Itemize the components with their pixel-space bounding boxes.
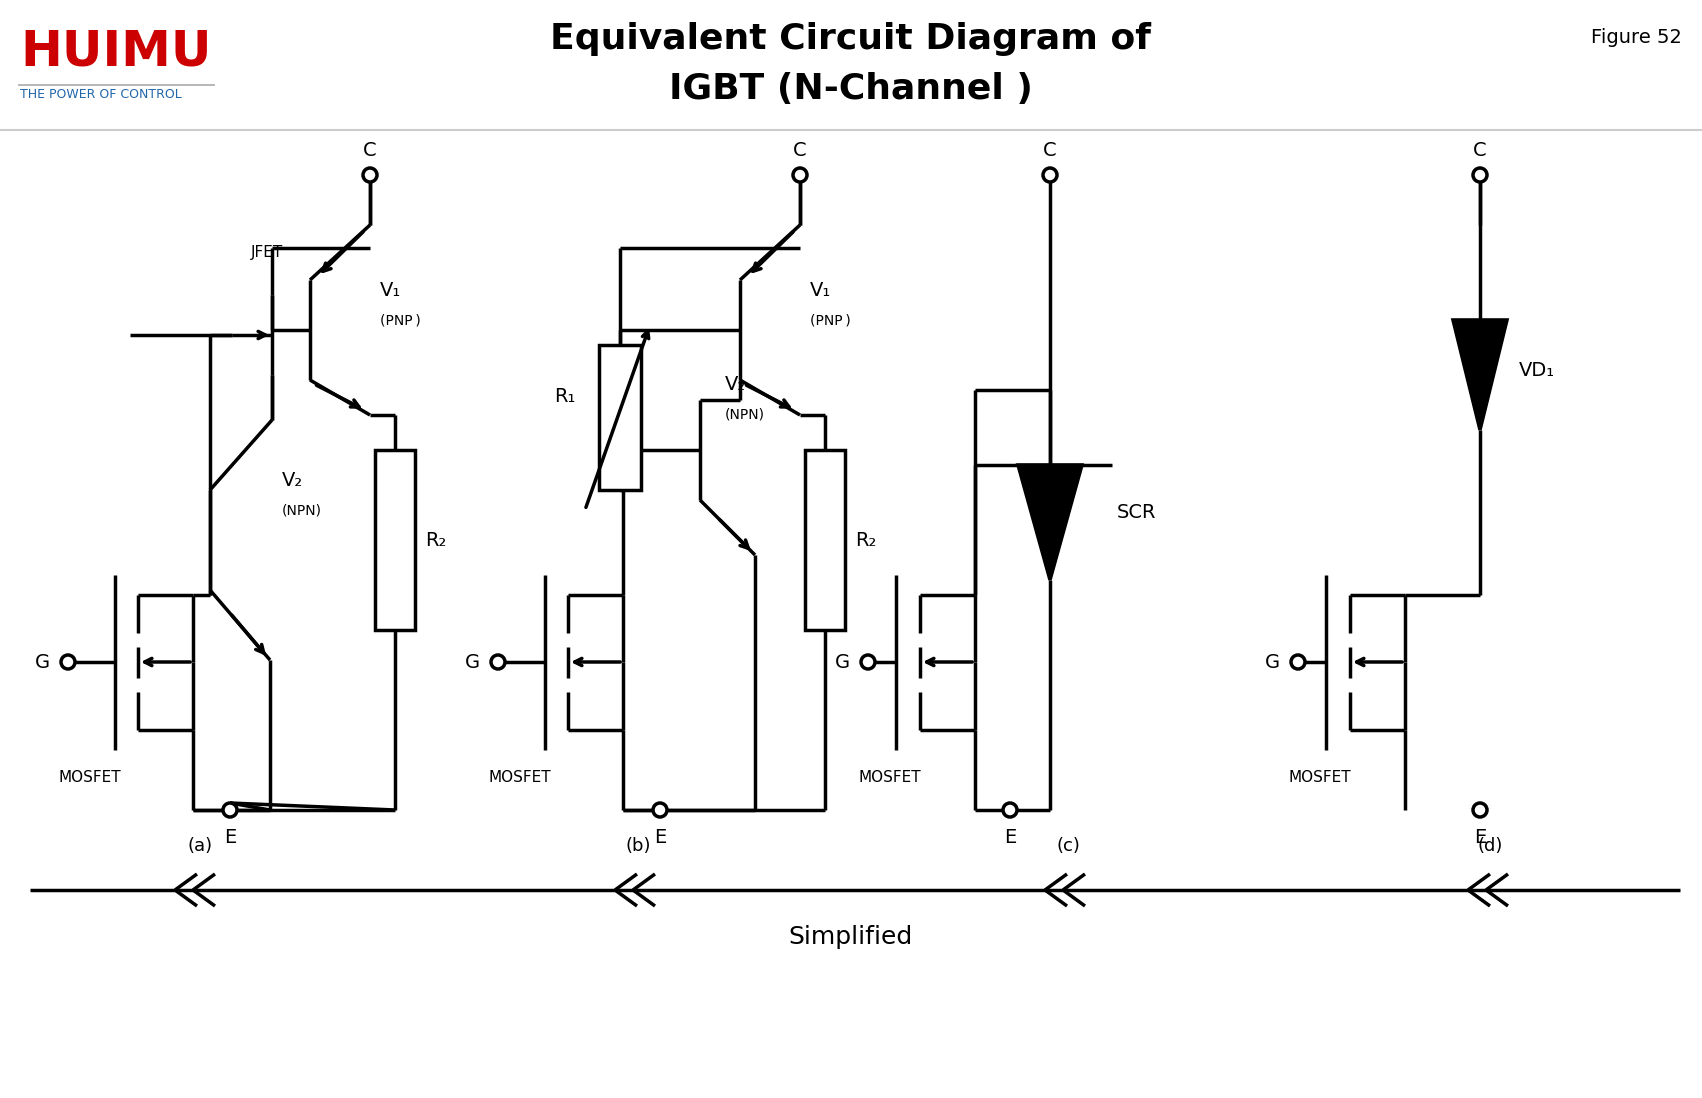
- Circle shape: [223, 803, 237, 817]
- Text: R₂: R₂: [426, 530, 446, 549]
- Circle shape: [363, 168, 378, 182]
- Circle shape: [490, 656, 505, 669]
- Text: JFET: JFET: [250, 245, 283, 260]
- Text: (b): (b): [625, 837, 650, 855]
- Bar: [599, 345, 642, 490]
- Text: (c): (c): [1055, 837, 1081, 855]
- Circle shape: [1292, 656, 1305, 669]
- Text: IGBT (N-Channel ): IGBT (N-Channel ): [669, 72, 1033, 107]
- Text: V₁: V₁: [810, 280, 831, 300]
- Text: Figure 52: Figure 52: [1591, 29, 1682, 47]
- Text: C: C: [363, 141, 376, 160]
- Text: (PNP ): (PNP ): [810, 313, 851, 327]
- Text: MOSFET: MOSFET: [858, 770, 921, 785]
- Circle shape: [793, 168, 807, 182]
- Text: C: C: [1043, 141, 1057, 160]
- Circle shape: [1472, 803, 1488, 817]
- Circle shape: [61, 656, 75, 669]
- Circle shape: [654, 803, 667, 817]
- Text: G: G: [836, 652, 849, 672]
- Text: Simplified: Simplified: [788, 925, 914, 949]
- Circle shape: [1043, 168, 1057, 182]
- Text: (PNP ): (PNP ): [380, 313, 420, 327]
- Text: (d): (d): [1477, 837, 1503, 855]
- Bar: [805, 450, 844, 630]
- Text: SCR: SCR: [1117, 503, 1156, 522]
- Text: G: G: [465, 652, 480, 672]
- Circle shape: [861, 656, 875, 669]
- Text: VD₁: VD₁: [1518, 360, 1556, 380]
- Text: G: G: [1265, 652, 1280, 672]
- Text: C: C: [793, 141, 807, 160]
- Text: E: E: [1474, 828, 1486, 847]
- Text: THE POWER OF CONTROL: THE POWER OF CONTROL: [20, 88, 182, 101]
- Bar: [374, 450, 415, 630]
- Text: E: E: [225, 828, 237, 847]
- Polygon shape: [1454, 320, 1506, 430]
- Text: (a): (a): [187, 837, 213, 855]
- Text: V₂: V₂: [725, 376, 745, 394]
- Text: Equivalent Circuit Diagram of: Equivalent Circuit Diagram of: [550, 22, 1152, 56]
- Text: E: E: [654, 828, 665, 847]
- Text: C: C: [1474, 141, 1488, 160]
- Circle shape: [1472, 168, 1488, 182]
- Text: R₁: R₁: [553, 388, 575, 406]
- Text: MOSFET: MOSFET: [1288, 770, 1351, 785]
- Text: V₂: V₂: [283, 471, 303, 490]
- Text: HUIMU: HUIMU: [20, 29, 211, 76]
- Text: G: G: [34, 652, 49, 672]
- Text: MOSFET: MOSFET: [488, 770, 551, 785]
- Text: R₂: R₂: [854, 530, 877, 549]
- Text: (NPN): (NPN): [725, 408, 764, 422]
- Text: E: E: [1004, 828, 1016, 847]
- Polygon shape: [1018, 464, 1082, 580]
- Circle shape: [1002, 803, 1018, 817]
- Text: V₁: V₁: [380, 280, 402, 300]
- Text: MOSFET: MOSFET: [58, 770, 121, 785]
- Text: (NPN): (NPN): [283, 503, 322, 517]
